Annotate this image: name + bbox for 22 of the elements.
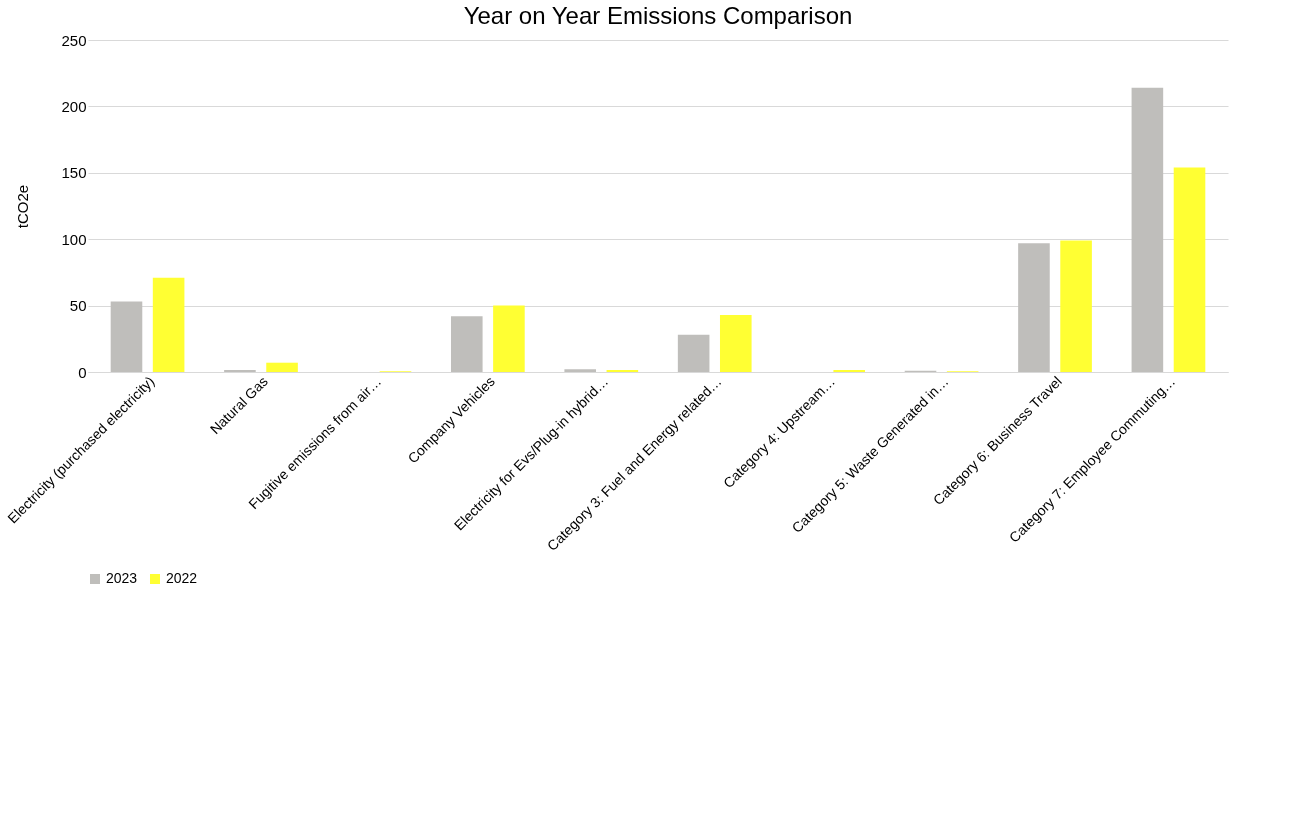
bar bbox=[1060, 240, 1092, 372]
y-tick-label: 100 bbox=[61, 230, 87, 248]
bar bbox=[564, 369, 597, 372]
legend-label: 2022 bbox=[166, 570, 198, 586]
bar bbox=[266, 362, 298, 372]
bar bbox=[677, 334, 710, 372]
y-axis-title: tCO2e bbox=[14, 184, 32, 229]
bar bbox=[493, 305, 525, 372]
y-tick-label: 0 bbox=[78, 363, 87, 381]
bar bbox=[719, 314, 752, 372]
y-tick-label: 150 bbox=[61, 164, 87, 182]
y-tick-label: 200 bbox=[61, 97, 87, 115]
chart-title: Year on Year Emissions Comparison bbox=[463, 2, 853, 29]
bar bbox=[1131, 87, 1164, 372]
bar bbox=[110, 301, 143, 372]
legend-label: 2023 bbox=[106, 570, 138, 586]
bar bbox=[450, 316, 483, 372]
y-tick-label: 50 bbox=[69, 297, 87, 315]
bar bbox=[1018, 243, 1050, 372]
bar bbox=[152, 277, 185, 372]
bar bbox=[1173, 167, 1206, 372]
y-tick-label: 250 bbox=[61, 31, 87, 49]
